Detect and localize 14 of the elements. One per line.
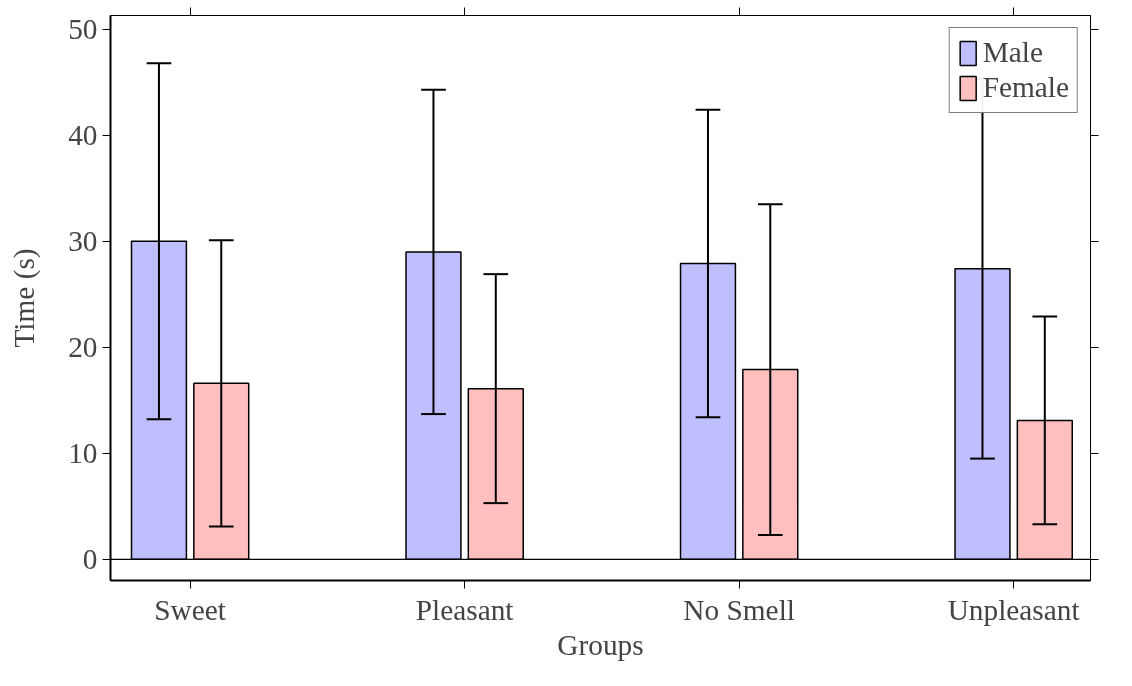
x-axis-title: Groups <box>557 628 644 661</box>
y-tick-label: 30 <box>68 224 98 257</box>
y-tick-label: 50 <box>68 12 98 45</box>
y-axis-title: Time (s) <box>8 248 42 348</box>
y-tick-label: 40 <box>68 118 98 151</box>
x-tick-label: Pleasant <box>415 593 514 626</box>
x-tick-label: No Smell <box>683 593 795 626</box>
legend-label: Male <box>982 36 1043 69</box>
y-tick-label: 10 <box>68 436 98 469</box>
x-tick-label: Unpleasant <box>947 593 1080 626</box>
y-tick-label: 0 <box>82 542 98 575</box>
legend-label: Female <box>982 71 1069 104</box>
y-tick-label: 20 <box>68 330 98 363</box>
x-tick-label: Sweet <box>154 593 226 626</box>
